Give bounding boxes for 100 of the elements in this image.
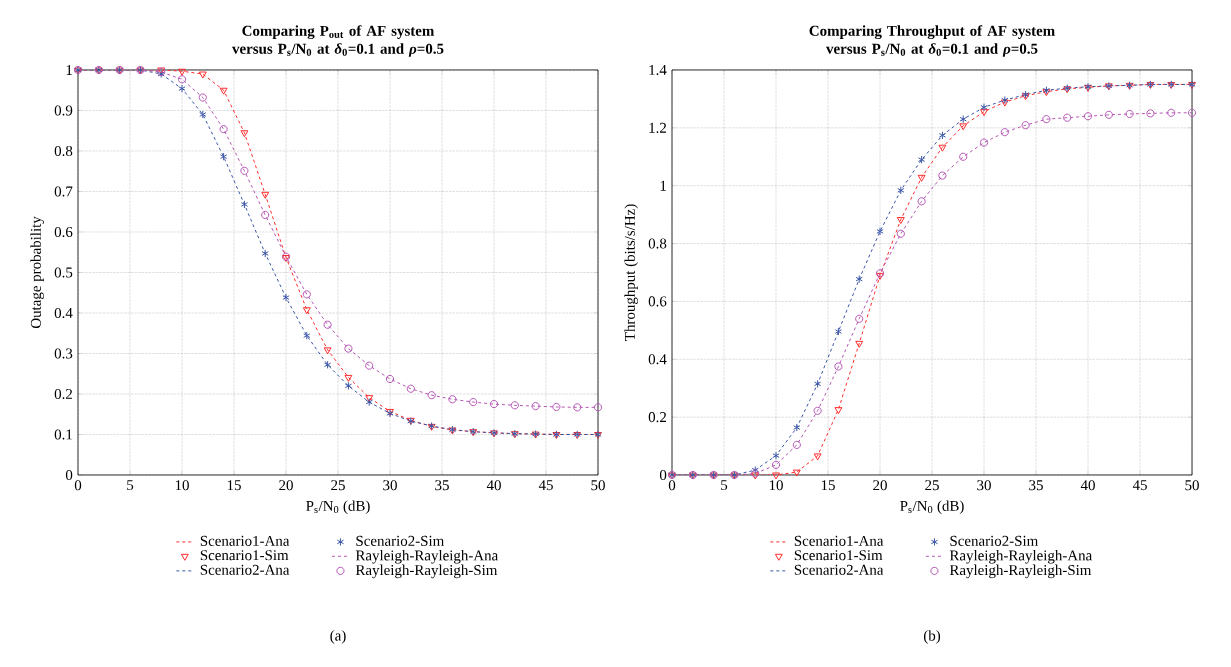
point (178, 68, 186, 76)
point (302, 290, 311, 299)
y-tick-label: 0.7 (54, 186, 73, 197)
point (855, 340, 864, 348)
x-tick-label: 15 (227, 480, 241, 491)
point (261, 191, 270, 199)
point (980, 103, 988, 112)
point (772, 472, 780, 480)
x-tick-label: 15 (821, 480, 835, 491)
point (1187, 108, 1197, 117)
y-tick-label: 0.1 (54, 429, 72, 440)
point (918, 155, 926, 164)
x-tick-label: 0 (668, 480, 676, 491)
point (1063, 113, 1072, 122)
legend-label: Scenario2-Sim (356, 535, 445, 546)
legend-label: Rayleigh-Rayleigh-Ana (949, 550, 1092, 564)
point (834, 362, 843, 371)
y-tick-label: 0.2 (54, 388, 72, 400)
point (1001, 95, 1009, 105)
y-tick-label: 1 (66, 65, 72, 75)
legend-label: Scenario2-Ana (794, 564, 884, 575)
x-tick-label: 20 (873, 480, 887, 491)
point (793, 423, 801, 432)
point (834, 327, 843, 336)
x-axis-title: P$_{s}$/N$_{0}$ (dB) (306, 500, 370, 514)
point (979, 138, 989, 147)
point (897, 186, 905, 195)
y-tick-label: 1.2 (649, 122, 666, 133)
x-tick-label: 30 (977, 480, 991, 491)
y-tick-label: 0.3 (54, 348, 73, 359)
point (938, 144, 947, 152)
legend-label: Rayleigh-Rayleigh-Sim (355, 564, 498, 579)
point (531, 402, 540, 411)
point (323, 320, 332, 329)
point (489, 400, 499, 409)
point (344, 381, 353, 390)
point (427, 391, 436, 400)
point (938, 131, 947, 140)
point (199, 110, 207, 119)
x-tick-label: 40 (1080, 480, 1095, 491)
x-tick-label: 25 (925, 480, 939, 491)
x-tick-label: 10 (769, 480, 783, 491)
point (385, 374, 395, 384)
point (938, 171, 947, 180)
x-tick-label: 10 (175, 480, 189, 491)
x-tick-label: 35 (435, 480, 449, 491)
point (220, 152, 228, 161)
point (959, 123, 968, 131)
legend-label: Scenario1-Sim (200, 550, 289, 561)
legend-label: Scenario1-Ana (794, 535, 884, 546)
point (1167, 108, 1176, 117)
point (1104, 110, 1113, 119)
y-tick-label: 0.9 (54, 105, 73, 116)
y-axis-title: Outage probability (30, 216, 44, 329)
point (1146, 109, 1155, 118)
point (448, 395, 457, 404)
point (177, 75, 187, 84)
point (1042, 115, 1051, 124)
point (593, 403, 603, 412)
point (813, 453, 822, 461)
point (792, 440, 801, 449)
point (917, 174, 926, 182)
point (198, 71, 207, 79)
point (855, 275, 863, 284)
x-tick-label: 40 (486, 480, 501, 491)
point (510, 401, 519, 410)
x-tick-label: 20 (279, 480, 293, 491)
x-tick-label: 45 (1132, 480, 1147, 491)
point (813, 406, 822, 415)
x-tick-label: 35 (1029, 480, 1043, 491)
point (240, 200, 249, 209)
point (240, 166, 249, 175)
point (198, 93, 207, 102)
point (261, 249, 269, 258)
point (772, 451, 780, 460)
text: (b) (923, 630, 941, 644)
legend-label: Rayleigh-Rayleigh-Sim (949, 564, 1092, 579)
y-tick-label: 0.8 (54, 145, 73, 157)
y-tick-label: 1.4 (649, 64, 667, 76)
point (771, 460, 781, 469)
x-tick-label: 5 (721, 480, 728, 491)
text: (a) (330, 630, 346, 644)
point (1083, 112, 1093, 121)
point (219, 125, 228, 134)
y-tick-label: 1 (660, 180, 666, 191)
y-tick-label: 0.6 (648, 296, 667, 307)
x-tick-label: 5 (127, 480, 134, 491)
y-axis-title: Throughput (bits/s/Hz) (624, 204, 638, 341)
point (1125, 109, 1134, 119)
point (834, 407, 843, 415)
y-tick-label: 0 (659, 469, 667, 481)
point (917, 197, 926, 206)
legend-label: Rayleigh-Rayleigh-Ana (355, 550, 498, 564)
point (980, 109, 988, 117)
point (178, 84, 186, 93)
point (344, 374, 353, 382)
point (469, 398, 478, 407)
point (573, 403, 582, 412)
point (406, 384, 415, 393)
y-tick-label: 0.8 (648, 238, 667, 249)
